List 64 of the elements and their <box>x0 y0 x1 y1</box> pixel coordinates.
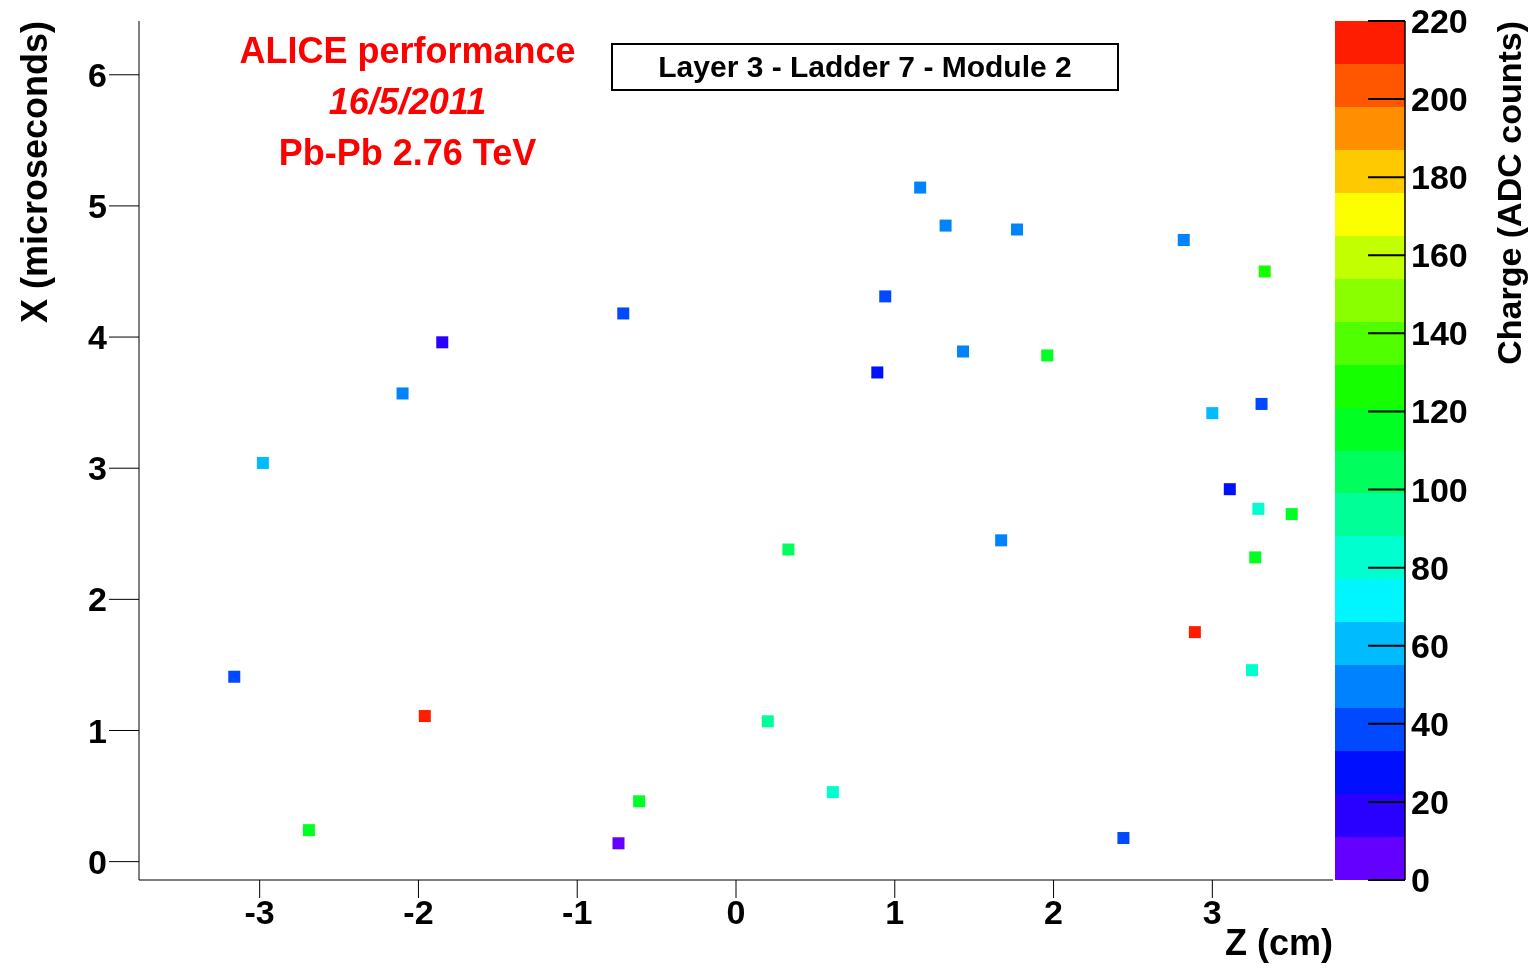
point <box>418 710 431 723</box>
point <box>1177 234 1190 247</box>
point <box>761 715 774 728</box>
point <box>914 181 927 194</box>
x-axis-title: Z (cm) <box>1225 922 1333 964</box>
point <box>633 795 646 808</box>
y-tick-label: 0 <box>88 842 107 881</box>
point <box>782 543 795 556</box>
y-tick-label: 4 <box>88 318 108 357</box>
text: Layer 3 - Ladder 7 - Module 2 <box>611 43 1119 91</box>
point <box>436 336 449 349</box>
y-tick-label: 2 <box>88 580 107 619</box>
point <box>1041 349 1054 362</box>
point <box>995 534 1008 547</box>
color-bar-label: 140 <box>1411 314 1468 353</box>
color-bar-label: 80 <box>1411 548 1449 587</box>
point <box>1255 397 1268 410</box>
point <box>939 219 952 232</box>
color-bar-label: 40 <box>1411 704 1449 743</box>
color-bar-label: 0 <box>1411 861 1430 899</box>
point <box>957 345 970 358</box>
x-tick-label: -3 <box>244 893 275 932</box>
point <box>617 307 630 320</box>
point <box>1258 265 1271 278</box>
x-tick-label: -2 <box>403 893 434 932</box>
point <box>871 366 884 379</box>
color-bar-label: 20 <box>1411 782 1449 821</box>
point <box>826 786 839 799</box>
point <box>396 387 409 400</box>
color-bar-label: 60 <box>1411 626 1449 665</box>
x-tick-label: 0 <box>726 893 746 932</box>
point <box>612 837 625 850</box>
y-tick-label: 6 <box>88 55 107 94</box>
annotation: ALICE performance <box>238 30 577 72</box>
point <box>1011 223 1024 236</box>
point <box>228 670 241 683</box>
color-bar-label: 200 <box>1411 80 1468 119</box>
point <box>1252 502 1265 515</box>
x-tick-label: 3 <box>1202 893 1222 932</box>
annotation: 16/5/2011 <box>327 81 488 123</box>
point <box>1246 664 1259 677</box>
point <box>1249 551 1262 564</box>
point <box>1206 407 1219 420</box>
point <box>1188 626 1201 639</box>
y-tick-label: 3 <box>88 449 107 488</box>
x-tick-label: 2 <box>1044 893 1064 932</box>
color-bar-title: Charge (ADC counts) <box>1490 21 1528 365</box>
color-bar-label: 180 <box>1411 158 1468 197</box>
point <box>879 290 892 303</box>
x-tick-label: -1 <box>562 893 593 932</box>
color-bar-label: 100 <box>1411 470 1468 509</box>
point <box>1223 483 1236 496</box>
color-bar-label: 120 <box>1411 392 1468 431</box>
point <box>256 456 269 469</box>
point <box>1285 508 1298 521</box>
y-tick-label: 1 <box>88 711 107 750</box>
point <box>302 824 315 837</box>
y-axis-title: X (microseconds) <box>14 21 56 326</box>
x-tick-label: 1 <box>885 893 905 932</box>
color-bar-label: 220 <box>1411 2 1468 40</box>
color-bar-label: 160 <box>1411 236 1468 275</box>
annotation: Pb-Pb 2.76 TeV <box>277 132 538 174</box>
y-tick-label: 5 <box>88 186 107 225</box>
point <box>1117 832 1130 845</box>
